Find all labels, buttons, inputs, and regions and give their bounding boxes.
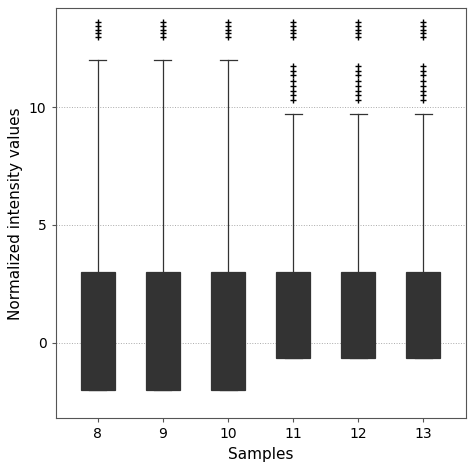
Y-axis label: Normalized intensity values: Normalized intensity values: [9, 107, 23, 320]
PathPatch shape: [341, 272, 375, 358]
PathPatch shape: [406, 272, 440, 358]
PathPatch shape: [81, 272, 115, 390]
PathPatch shape: [146, 272, 180, 390]
X-axis label: Samples: Samples: [228, 446, 293, 462]
PathPatch shape: [276, 272, 310, 358]
PathPatch shape: [211, 272, 245, 390]
